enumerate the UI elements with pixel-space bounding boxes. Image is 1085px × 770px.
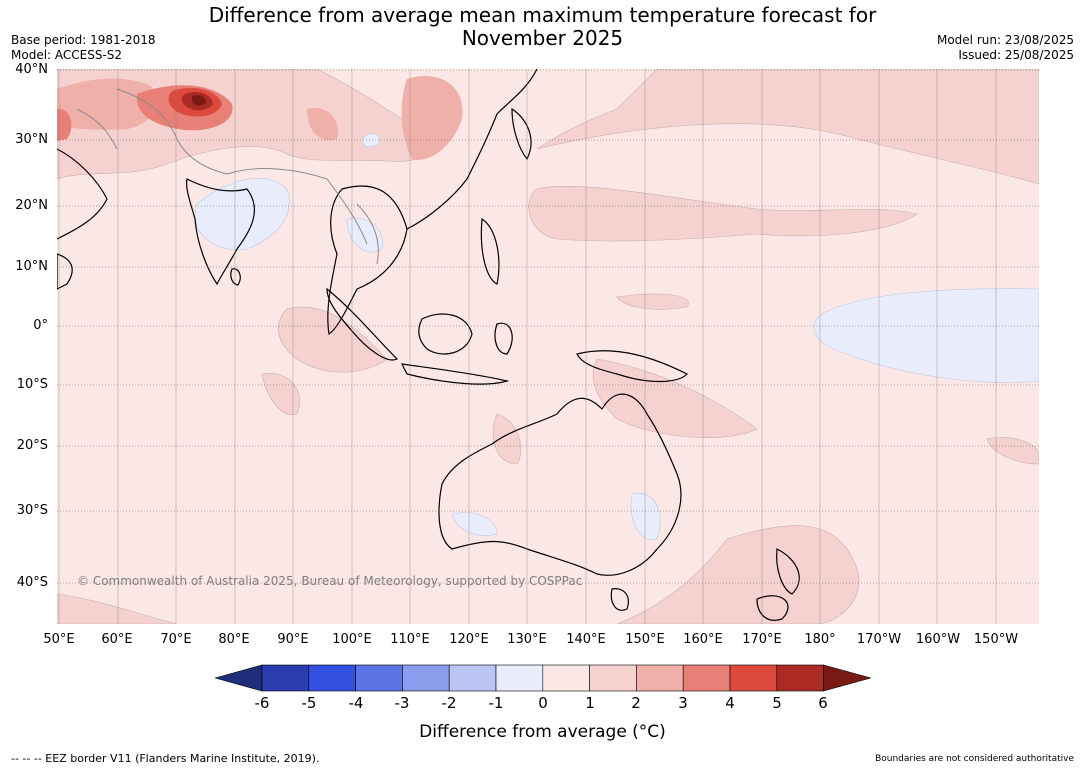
colorbar-segment xyxy=(308,664,356,692)
lat-label: 30°N xyxy=(15,132,48,147)
colorbar-tick: 4 xyxy=(725,694,735,712)
colorbar-segment xyxy=(495,664,544,692)
colorbar-segment xyxy=(636,664,684,692)
lat-label: 20°S xyxy=(16,438,48,453)
colorbar-segment xyxy=(448,664,497,692)
lon-label: 50°E xyxy=(43,632,75,647)
title-line-1: Difference from average mean maximum tem… xyxy=(208,3,877,27)
colorbar-tick: -5 xyxy=(301,694,317,712)
lat-label: 10°S xyxy=(16,377,48,392)
run-info: Model run: 23/08/2025 Issued: 25/08/2025 xyxy=(937,33,1074,63)
lon-label: 120°E xyxy=(449,632,489,647)
lon-label: 70°E xyxy=(160,632,192,647)
lon-label: 150°E xyxy=(625,632,665,647)
lon-label: 80°E xyxy=(218,632,250,647)
colorbar-tick: 6 xyxy=(818,694,828,712)
colorbar-label: Difference from average (°C) xyxy=(419,722,666,742)
colorbar-tick: -4 xyxy=(348,694,364,712)
anomaly-warm-core xyxy=(57,75,463,160)
lat-label: 10°N xyxy=(15,259,48,274)
lon-label: 90°E xyxy=(277,632,309,647)
colorbar-extend-high xyxy=(823,664,872,692)
issued-date: Issued: 25/08/2025 xyxy=(958,48,1074,62)
eez-border-legend: -- -- -- EEZ border V11 (Flanders Marine… xyxy=(11,752,320,765)
lat-label: 20°N xyxy=(15,198,48,213)
colorbar-tick: -2 xyxy=(441,694,457,712)
colorbar xyxy=(213,664,872,696)
meridians xyxy=(58,69,997,624)
lon-label: 110°E xyxy=(390,632,430,647)
colorbar-segment xyxy=(589,664,637,692)
lon-label: 60°E xyxy=(101,632,133,647)
model-name: Model: ACCESS-S2 xyxy=(11,48,123,62)
lon-label: 100°E xyxy=(332,632,372,647)
colorbar-segment xyxy=(776,664,824,692)
lon-label: 180° xyxy=(804,632,836,647)
lat-label: 30°S xyxy=(16,503,48,518)
lon-label: 140°E xyxy=(566,632,606,647)
colorbar-tick: 5 xyxy=(772,694,782,712)
lon-label: 170°W xyxy=(856,632,902,647)
map-title: Difference from average mean maximum tem… xyxy=(0,4,1085,50)
colorbar-segment xyxy=(261,664,310,692)
anomaly-map xyxy=(56,68,1040,625)
colorbar-tick: 3 xyxy=(678,694,688,712)
lon-label: 150°W xyxy=(973,632,1019,647)
lon-label: 170°E xyxy=(742,632,782,647)
anomaly-band-neg xyxy=(194,133,1040,541)
model-run-date: Model run: 23/08/2025 xyxy=(936,33,1074,47)
colorbar-tick: 1 xyxy=(585,694,595,712)
title-line-2: November 2025 xyxy=(461,26,624,50)
colorbar-tick: -3 xyxy=(394,694,410,712)
colorbar-tick: -6 xyxy=(254,694,270,712)
colorbar-tick: -1 xyxy=(488,694,504,712)
country-borders xyxy=(76,88,379,265)
copyright-notice: © Commonwealth of Australia 2025, Bureau… xyxy=(77,574,583,588)
colorbar-segment xyxy=(355,664,403,692)
colorbar-segment xyxy=(402,664,450,692)
colorbar-tick: 0 xyxy=(538,694,548,712)
base-period: Base period: 1981-2018 xyxy=(11,33,156,47)
boundary-disclaimer: Boundaries are not considered authoritat… xyxy=(875,754,1074,764)
lon-label: 160°E xyxy=(683,632,723,647)
colorbar-tick: 2 xyxy=(631,694,641,712)
colorbar-segment xyxy=(682,664,731,692)
colorbar-segment xyxy=(729,664,778,692)
lat-label: 40°N xyxy=(15,62,48,77)
colorbar-extend-low xyxy=(213,664,263,692)
model-info: Base period: 1981-2018 Model: ACCESS-S2 xyxy=(11,33,156,63)
colorbar-segment xyxy=(542,664,590,692)
lon-label: 160°W xyxy=(915,632,961,647)
lon-label: 130°E xyxy=(507,632,547,647)
lat-label: 0° xyxy=(33,318,48,333)
lat-label: 40°S xyxy=(16,575,48,590)
